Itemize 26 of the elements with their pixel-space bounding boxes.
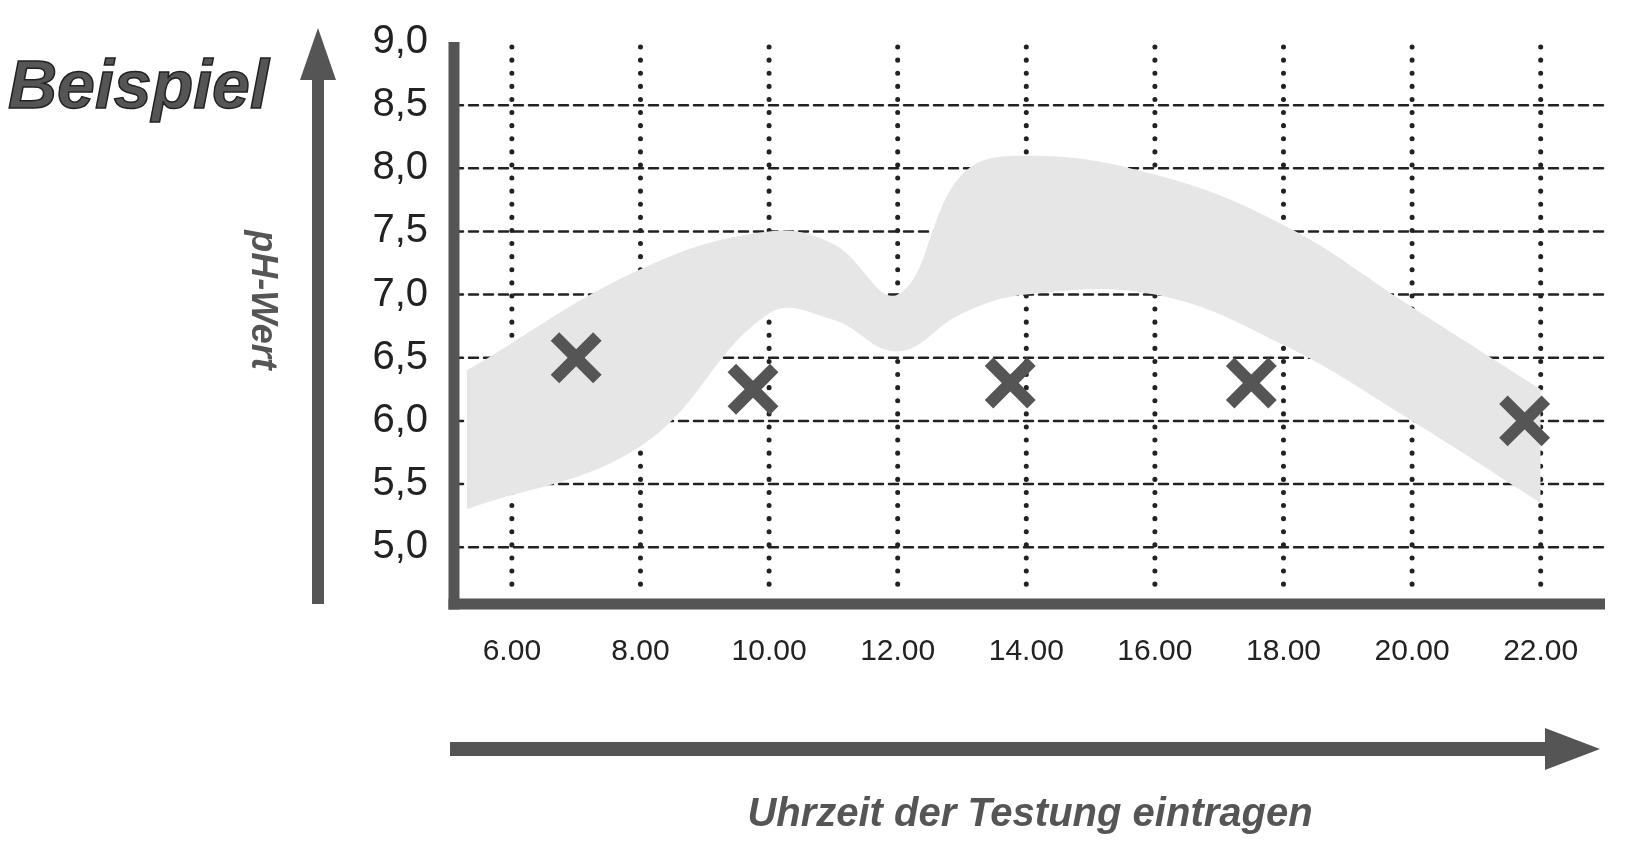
y-tick-label: 7,0 bbox=[372, 269, 428, 314]
x-tick-label: 14.00 bbox=[988, 633, 1064, 667]
point bbox=[983, 355, 1038, 411]
y-tick-label: 5,5 bbox=[372, 459, 428, 504]
y-tick-label: 7,5 bbox=[372, 206, 428, 251]
x-tick-label: 8.00 bbox=[611, 633, 670, 667]
y-tick-label: 6,0 bbox=[372, 395, 428, 440]
x-tick-label: 6.00 bbox=[482, 633, 542, 667]
y-tick-label: 9,0 bbox=[372, 17, 428, 62]
y-tick-label: 8,0 bbox=[372, 143, 428, 188]
x-tick-label: 16.00 bbox=[1117, 633, 1193, 667]
y-tick-label: 6,5 bbox=[372, 332, 428, 377]
y-axis-title: pH-Wert bbox=[244, 229, 286, 372]
y-tick-label: 8,5 bbox=[372, 80, 428, 125]
x-tick-label: 20.00 bbox=[1374, 633, 1450, 667]
x-axis-title: Uhrzeit der Testung eintragen bbox=[747, 790, 1313, 835]
point bbox=[725, 362, 781, 417]
point bbox=[1224, 355, 1279, 411]
x-tick-label: 18.00 bbox=[1245, 633, 1322, 667]
x-tick-label: 12.00 bbox=[860, 633, 936, 667]
y-tick-label: 5,0 bbox=[372, 522, 428, 567]
x-tick-label: 22.00 bbox=[1503, 633, 1579, 667]
chart-title: Beispiel bbox=[8, 46, 271, 122]
point bbox=[1497, 393, 1552, 449]
x-tick-label: 10.00 bbox=[731, 633, 807, 667]
point bbox=[548, 330, 604, 385]
